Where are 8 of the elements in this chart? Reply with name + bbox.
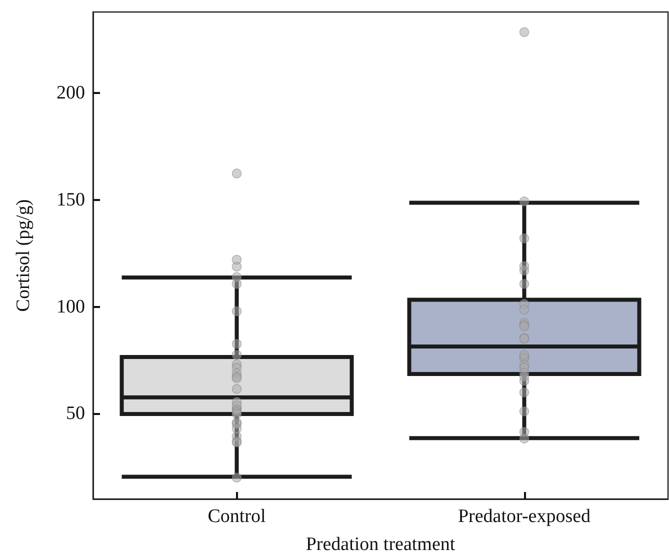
x-tick-label: Predator-exposed: [458, 506, 592, 527]
y-tick-label: 100: [56, 296, 85, 318]
y-tick-label: 50: [66, 403, 85, 424]
x-axis-title: Predation treatment: [306, 534, 456, 555]
x-tick-label: Control: [208, 506, 266, 527]
y-tick-label: 200: [56, 82, 85, 104]
y-tick-label: 150: [56, 189, 85, 210]
y-axis-title: Cortisol (pg/g): [13, 199, 34, 312]
